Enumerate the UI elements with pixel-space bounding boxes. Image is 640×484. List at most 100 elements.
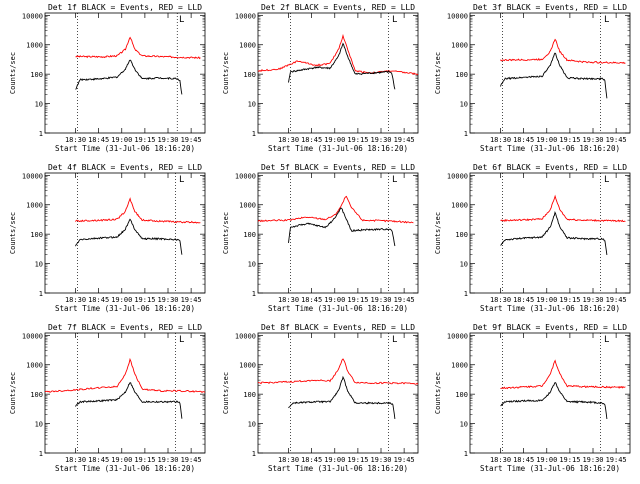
y-tick-label: 1 (464, 290, 468, 298)
y-tick-label: 10 (248, 421, 256, 429)
y-tick-label: 10000 (235, 172, 256, 180)
y-tick-label: 1000 (239, 202, 256, 210)
x-tick-label: 18:30 (65, 136, 86, 144)
lld-series-line (45, 357, 206, 394)
x-tick-label: 19:30 (157, 456, 178, 464)
corner-mark: L (392, 15, 397, 25)
chart-panel: Det 2f BLACK = Events, RED = LLD L 1 10 100 1… (222, 3, 419, 153)
x-tick-label: 19:30 (582, 456, 603, 464)
x-tick-label: 19:45 (181, 456, 202, 464)
x-tick-label: 18:45 (88, 296, 109, 304)
corner-mark: L (179, 15, 184, 25)
x-axis-label: Start Time (31-Jul-06 18:16:20) (480, 304, 620, 313)
x-tick-label: 19:00 (324, 296, 345, 304)
x-tick-label: 19:30 (157, 296, 178, 304)
y-tick-label: 100 (455, 71, 468, 79)
y-axis-label: Counts/sec (434, 52, 442, 94)
x-tick-label: 18:30 (490, 136, 511, 144)
chart-panel: Det 6f BLACK = Events, RED = LLD L 1 10 100 1… (434, 163, 631, 313)
lld-series-line (75, 197, 201, 224)
chart-title: Det 8f BLACK = Events, RED = LLD (261, 323, 415, 332)
chart-title: Det 5f BLACK = Events, RED = LLD (261, 163, 415, 172)
y-tick-label: 10 (248, 261, 256, 269)
lld-series-line (500, 194, 626, 223)
x-axis-label: Start Time (31-Jul-06 18:16:20) (480, 464, 620, 473)
events-series-line (288, 207, 396, 247)
x-tick-label: 18:30 (65, 296, 86, 304)
y-tick-label: 1000 (26, 202, 43, 210)
events-series-line (500, 382, 608, 420)
chart-panel: Det 7f BLACK = Events, RED = LLD L 1 10 100 1… (9, 323, 206, 473)
x-tick-label: 18:45 (301, 456, 322, 464)
chart-panel: Det 3f BLACK = Events, RED = LLD L 1 10 100 1… (434, 3, 631, 153)
lld-series-line (75, 36, 201, 60)
y-axis-label: Counts/sec (434, 212, 442, 254)
x-tick-label: 19:15 (347, 296, 368, 304)
x-tick-label: 19:15 (134, 456, 155, 464)
y-tick-label: 10000 (22, 172, 43, 180)
x-tick-label: 19:45 (606, 296, 627, 304)
y-tick-label: 10 (248, 101, 256, 109)
x-axis-label: Start Time (31-Jul-06 18:16:20) (55, 144, 195, 153)
y-tick-label: 1 (252, 450, 256, 458)
x-tick-label: 19:00 (536, 296, 557, 304)
x-tick-label: 19:30 (370, 136, 391, 144)
x-tick-label: 18:30 (278, 136, 299, 144)
y-tick-label: 10 (460, 101, 468, 109)
y-tick-label: 1000 (451, 202, 468, 210)
x-axis-label: Start Time (31-Jul-06 18:16:20) (480, 144, 620, 153)
y-tick-label: 1000 (451, 42, 468, 50)
corner-mark: L (604, 335, 609, 345)
plot-frame (257, 12, 419, 134)
x-tick-label: 18:45 (513, 296, 534, 304)
lld-series-line (500, 38, 626, 64)
x-tick-label: 19:00 (536, 136, 557, 144)
x-tick-label: 19:00 (324, 456, 345, 464)
y-axis-label: Counts/sec (9, 212, 17, 254)
y-tick-label: 10 (460, 261, 468, 269)
chart-title: Det 3f BLACK = Events, RED = LLD (473, 3, 627, 12)
x-tick-label: 19:00 (324, 136, 345, 144)
x-tick-label: 19:15 (559, 136, 580, 144)
x-tick-label: 19:00 (111, 456, 132, 464)
chart-panel: Det 5f BLACK = Events, RED = LLD L 1 10 100 1… (222, 163, 419, 313)
lld-series-line (500, 359, 626, 390)
y-tick-label: 1 (464, 450, 468, 458)
y-tick-label: 1 (39, 290, 43, 298)
x-tick-label: 19:15 (559, 296, 580, 304)
x-tick-label: 18:45 (513, 456, 534, 464)
x-tick-label: 19:30 (370, 456, 391, 464)
y-tick-label: 100 (30, 391, 43, 399)
y-tick-label: 1 (252, 290, 256, 298)
y-tick-label: 100 (455, 391, 468, 399)
x-axis-label: Start Time (31-Jul-06 18:16:20) (55, 464, 195, 473)
y-tick-label: 1 (39, 450, 43, 458)
corner-mark: L (392, 335, 397, 345)
y-tick-label: 1000 (26, 42, 43, 50)
x-tick-label: 18:45 (513, 136, 534, 144)
x-tick-label: 19:30 (157, 136, 178, 144)
y-tick-label: 1 (39, 130, 43, 138)
x-tick-label: 19:45 (181, 296, 202, 304)
x-tick-label: 19:15 (134, 136, 155, 144)
x-tick-label: 18:30 (490, 296, 511, 304)
chart-title: Det 4f BLACK = Events, RED = LLD (48, 163, 202, 172)
y-tick-label: 1 (252, 130, 256, 138)
y-axis-label: Counts/sec (222, 212, 230, 254)
y-tick-label: 10 (35, 261, 43, 269)
y-axis-label: Counts/sec (9, 372, 17, 414)
y-tick-label: 10 (35, 101, 43, 109)
y-tick-label: 100 (243, 71, 256, 79)
y-tick-label: 10000 (235, 12, 256, 20)
x-tick-label: 19:45 (181, 136, 202, 144)
events-series-line (75, 218, 183, 255)
plot-frame (469, 172, 631, 294)
y-tick-label: 100 (30, 231, 43, 239)
plot-frame (44, 332, 206, 454)
x-tick-label: 19:30 (370, 296, 391, 304)
plot-frame (469, 332, 631, 454)
y-tick-label: 10000 (447, 172, 468, 180)
lld-series-line (257, 33, 419, 76)
plot-frame (257, 172, 419, 294)
